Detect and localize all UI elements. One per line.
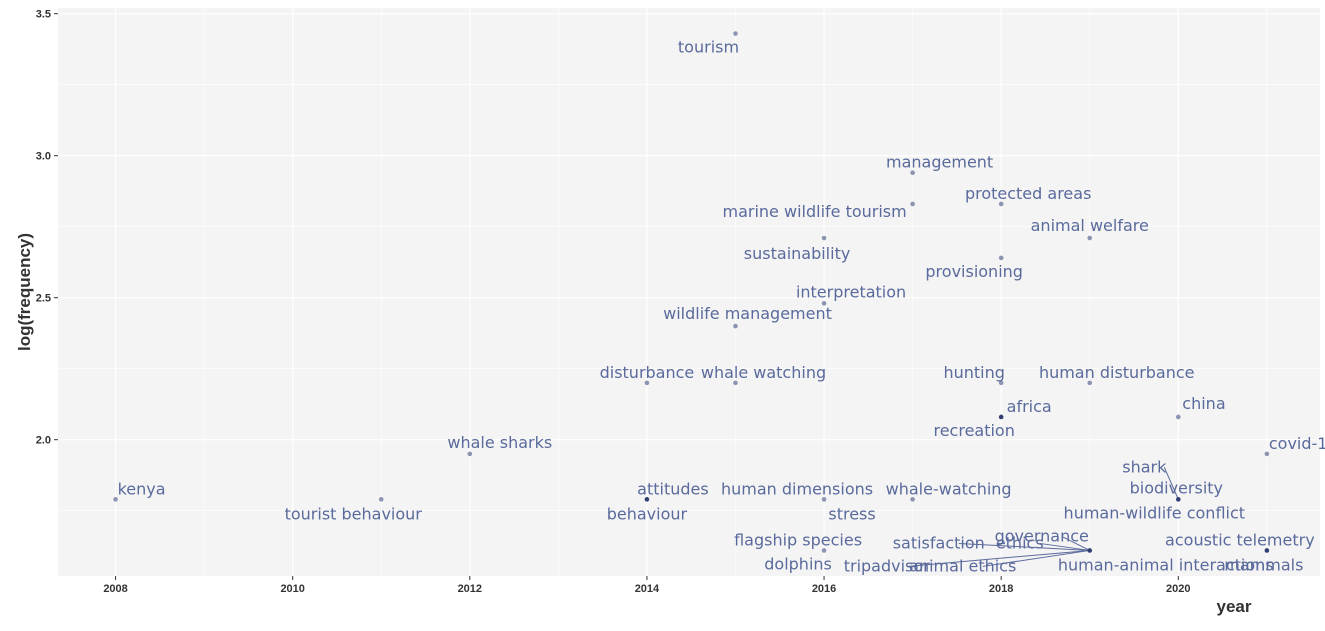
point-label: wildlife management xyxy=(663,304,832,323)
data-point xyxy=(1087,548,1093,553)
point-label: human dimensions xyxy=(721,479,873,498)
point-label: covid-19 xyxy=(1269,434,1325,453)
point-label: mammals xyxy=(1224,555,1303,574)
point-label: governance xyxy=(995,526,1089,545)
data-point xyxy=(821,301,827,306)
data-point xyxy=(821,497,827,502)
x-axis: 2008 2010 2012 2014 2016 2018 2020 xyxy=(103,576,1191,595)
y-tick-label: 3.5 xyxy=(36,9,51,21)
point-label: tripadvisor xyxy=(844,556,930,575)
point-label: whale watching xyxy=(701,363,826,382)
point-label: whale-watching xyxy=(886,479,1012,498)
point-label: recreation xyxy=(933,421,1014,440)
data-points xyxy=(113,31,1270,553)
data-point xyxy=(1176,497,1181,502)
data-point xyxy=(910,497,915,502)
point-label: hunting xyxy=(943,363,1004,382)
label-connector xyxy=(958,542,1090,551)
data-point xyxy=(733,31,738,36)
y-axis-title: log(frequency) xyxy=(15,233,34,351)
point-label: protected areas xyxy=(965,184,1091,203)
point-label: flagship species xyxy=(734,530,862,549)
point-label: dolphins xyxy=(764,554,832,573)
data-point xyxy=(467,451,473,457)
x-tick-label: 2016 xyxy=(812,583,836,595)
point-label: management xyxy=(886,153,993,172)
point-label: human disturbance xyxy=(1039,363,1195,382)
x-tick-label: 2020 xyxy=(1166,583,1190,595)
y-tick-label: 2.5 xyxy=(36,293,51,305)
x-axis-title: year xyxy=(1217,597,1252,616)
data-point xyxy=(910,201,915,207)
point-label: animal welfare xyxy=(1031,216,1149,235)
point-label: kenya xyxy=(118,479,166,498)
data-point xyxy=(821,235,827,241)
y-axis: 2.0 2.5 3.0 3.5 xyxy=(36,9,58,447)
data-point xyxy=(644,497,650,502)
label-connector xyxy=(982,549,1090,567)
point-label: whale sharks xyxy=(447,433,552,452)
data-point xyxy=(644,380,650,386)
label-connectors xyxy=(906,467,1179,567)
x-tick-label: 2008 xyxy=(103,583,127,595)
point-label: ethics xyxy=(996,533,1044,552)
y-tick-label: 2.0 xyxy=(36,435,51,447)
grid xyxy=(58,8,1320,576)
point-label: biodiversity xyxy=(1130,478,1223,497)
label-connector xyxy=(1163,467,1179,500)
point-label: stress xyxy=(828,504,875,523)
point-label: tourism xyxy=(678,38,739,57)
point-label: tourist behaviour xyxy=(285,504,423,523)
data-point xyxy=(1264,548,1270,553)
data-point xyxy=(910,170,915,176)
point-label: acoustic telemetry xyxy=(1165,530,1315,549)
data-point xyxy=(998,380,1004,386)
point-label: attitudes xyxy=(637,479,709,498)
point-label: animal ethics xyxy=(909,556,1016,575)
point-label: sustainability xyxy=(744,244,851,263)
label-connector xyxy=(1039,542,1090,551)
point-label: marine wildlife tourism xyxy=(723,202,907,221)
point-label: human-animal interactions xyxy=(1058,555,1274,574)
x-tick-label: 2010 xyxy=(280,583,304,595)
x-tick-label: 2018 xyxy=(989,583,1013,595)
label-connector xyxy=(906,549,1090,567)
data-point xyxy=(998,201,1004,207)
data-point xyxy=(1176,414,1181,420)
point-label: human-wildlife conflict xyxy=(1064,503,1246,522)
point-label: disturbance xyxy=(600,363,695,382)
data-point xyxy=(998,255,1004,261)
point-label: provisioning xyxy=(925,262,1023,281)
point-labels: kenya tourist behaviour whale sharks distur… xyxy=(118,38,1325,576)
data-point xyxy=(821,548,827,553)
data-point xyxy=(1264,451,1270,457)
point-label: shark xyxy=(1122,457,1167,476)
point-label: interpretation xyxy=(796,282,906,301)
x-tick-label: 2012 xyxy=(458,583,482,595)
plot-panel xyxy=(58,8,1320,576)
data-point xyxy=(113,497,118,502)
point-label: africa xyxy=(1007,397,1052,416)
y-tick-label: 3.0 xyxy=(36,151,51,163)
data-point xyxy=(1087,235,1093,241)
data-point xyxy=(1087,380,1093,386)
point-label: satisfaction xyxy=(893,533,985,552)
point-label: behaviour xyxy=(607,504,688,523)
data-point xyxy=(733,323,738,329)
data-point xyxy=(378,497,384,502)
data-point xyxy=(733,380,738,386)
point-label: china xyxy=(1182,394,1225,413)
data-point xyxy=(998,414,1004,420)
x-tick-label: 2014 xyxy=(635,583,660,595)
label-connector xyxy=(1061,535,1090,551)
